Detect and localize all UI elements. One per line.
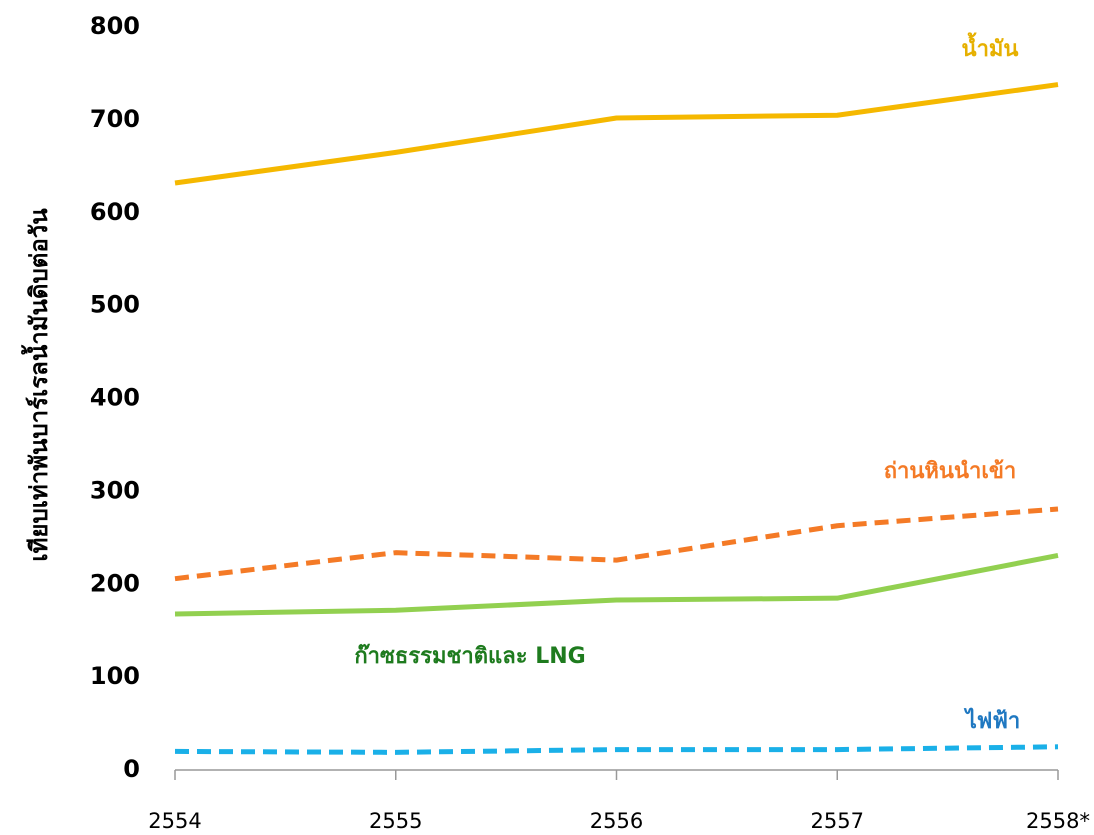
- series-label: น้ำมัน: [962, 32, 1019, 62]
- y-tick-label: 300: [90, 476, 140, 504]
- y-tick-label: 400: [90, 384, 140, 412]
- series-line: [174, 82, 1059, 186]
- series-label: ก๊าซธรรมชาติและ LNG: [354, 643, 585, 669]
- y-tick-label: 800: [90, 12, 140, 40]
- series-line: [174, 553, 1059, 617]
- x-tick-label: 2556: [590, 809, 643, 833]
- series-line: [174, 506, 1059, 582]
- y-tick-label: 700: [90, 105, 140, 133]
- x-tick-label: 2557: [811, 809, 864, 833]
- series-line: [174, 744, 1059, 755]
- x-tick-label: 2558*: [1026, 809, 1090, 833]
- series-label: ไฟฟ้า: [964, 707, 1021, 734]
- y-tick-label: 600: [90, 198, 140, 226]
- y-tick-label: 500: [90, 291, 140, 319]
- x-tick-label: 2554: [148, 809, 201, 833]
- x-tick-label: 2555: [369, 809, 422, 833]
- y-axis-label: เทียบเท่าพันบาร์เรลน้ำมันดิบต่อวัน: [20, 208, 53, 562]
- y-tick-label: 100: [90, 662, 140, 690]
- series-label: ถ่านหินนำเข้า: [884, 459, 1017, 484]
- y-tick-label: 0: [123, 755, 140, 783]
- y-tick-label: 200: [90, 569, 140, 597]
